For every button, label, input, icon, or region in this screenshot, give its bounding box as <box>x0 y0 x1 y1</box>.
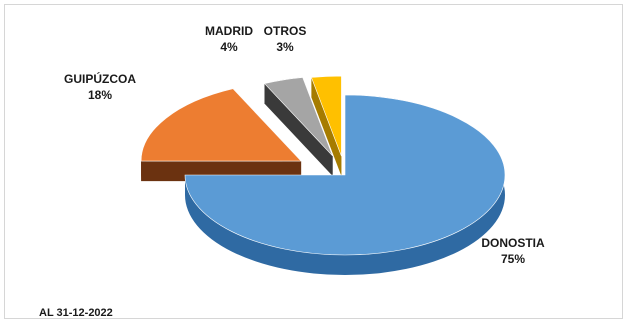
slice-otros-value-label: 3% <box>276 40 294 54</box>
slice-guipzcoa-label: GUIPÚZCOA <box>64 71 136 86</box>
slice-madrid <box>263 77 333 157</box>
slice-donostia-label: DONOSTIA <box>481 236 545 250</box>
slice-madrid-label: MADRID <box>205 24 253 38</box>
slice-madrid-wall-start <box>264 83 333 176</box>
chart-footnote: AL 31-12-2022 <box>39 307 113 319</box>
slice-guipzcoa-value-label: 18% <box>88 88 112 102</box>
chart-frame: DONOSTIA 75% GUIPÚZCOA 18% MADRID 4% OTROS 3% A… <box>4 4 623 319</box>
slice-donostia-value-label: 75% <box>501 252 525 266</box>
slice-donostia <box>184 94 506 256</box>
slice-otros-wall-start <box>311 77 342 177</box>
pie-chart: DONOSTIA 75% GUIPÚZCOA 18% MADRID 4% OTROS 3% <box>64 24 545 275</box>
pie-tops <box>140 75 506 256</box>
slice-otros <box>311 75 342 157</box>
slice-madrid-value-label: 4% <box>220 40 238 54</box>
slice-guipzcoa <box>140 88 302 162</box>
slice-otros-label: OTROS <box>264 24 307 38</box>
